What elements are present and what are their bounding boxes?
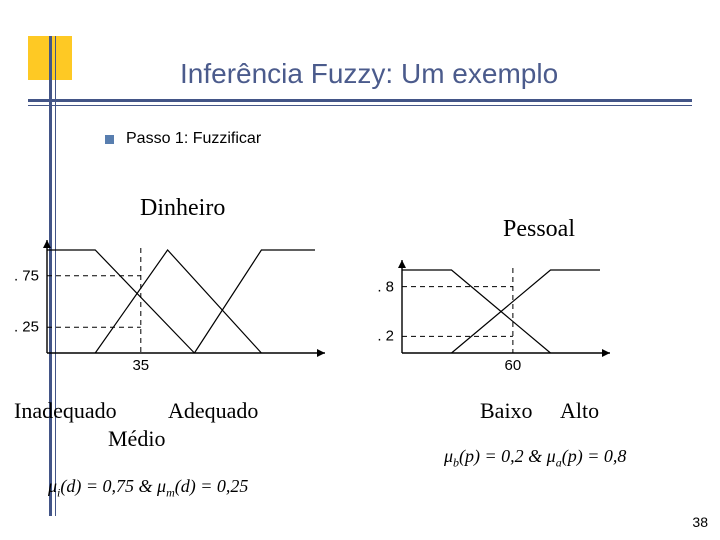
- slide-title: Inferência Fuzzy: Um exemplo: [180, 58, 558, 90]
- bullet-icon: [105, 135, 114, 144]
- category-label: Baixo: [480, 398, 533, 424]
- y-tick-label: . 8: [377, 278, 394, 295]
- people-chart-title: Pessoal: [503, 216, 575, 243]
- category-label: Inadequado: [14, 398, 117, 424]
- category-label: Adequado: [168, 398, 258, 424]
- category-label: Médio: [108, 426, 165, 452]
- header-rule-thin: [28, 105, 692, 106]
- x-tick-label: 60: [505, 357, 522, 374]
- money-formula: μi(d) = 0,75 & μm(d) = 0,25: [48, 476, 248, 501]
- slide: Inferência Fuzzy: Um exemplo Passo 1: Fu…: [0, 0, 720, 540]
- y-tick-label: . 25: [14, 319, 39, 336]
- money-chart-title: Dinheiro: [140, 195, 225, 222]
- bullet-text: Passo 1: Fuzzificar: [126, 130, 261, 148]
- people-chart: . 8. 260: [400, 260, 610, 355]
- y-tick-label: . 75: [14, 267, 39, 284]
- bullet-step-1: Passo 1: Fuzzificar: [105, 130, 261, 148]
- x-tick-label: 35: [132, 357, 149, 374]
- page-number: 38: [692, 514, 708, 530]
- money-chart: . 75. 2535: [45, 240, 325, 355]
- y-tick-label: . 2: [377, 328, 394, 345]
- people-formula: μb(p) = 0,2 & μa(p) = 0,8: [444, 446, 626, 471]
- header-rule-thick: [28, 99, 692, 102]
- category-label: Alto: [560, 398, 599, 424]
